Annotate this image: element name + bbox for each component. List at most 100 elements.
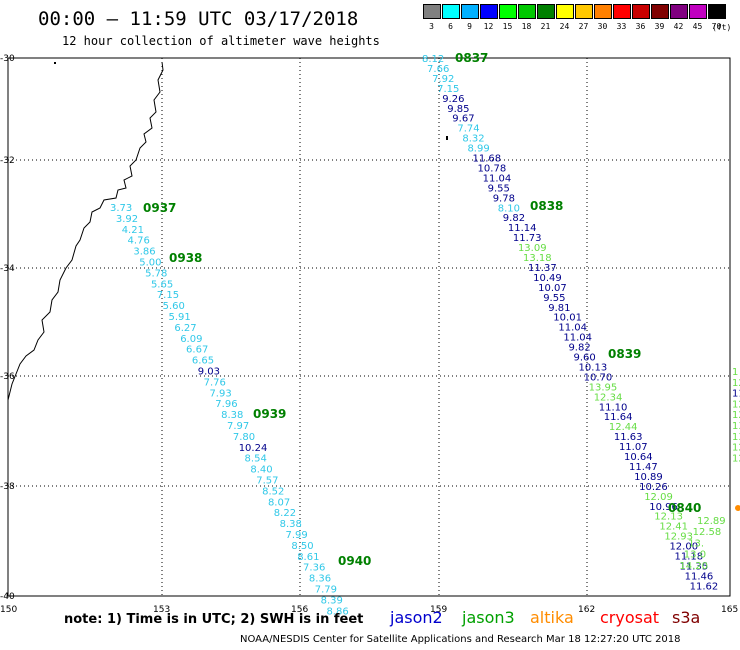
swh-value: 10.70 [584, 372, 613, 383]
legend-swatch [593, 4, 612, 19]
swh-value: 11.62 [690, 581, 719, 592]
legend-label: 70 [711, 22, 722, 31]
pass-time-label: 0840 [668, 501, 701, 515]
swh-value: 7.74 [457, 124, 479, 135]
legend-swatch [574, 4, 593, 19]
swh-value: 8.07 [268, 497, 290, 508]
swh-value: 10.13 [579, 362, 608, 373]
legend-item: 24 [555, 4, 574, 31]
swh-value: 12.17 [732, 453, 740, 464]
swh-value: 11.04 [563, 333, 592, 344]
swh-value: 11.64 [604, 412, 633, 423]
pass-time-label: 0837 [455, 51, 488, 65]
legend-swatch [669, 4, 688, 19]
swh-value: 12.09 [644, 492, 673, 503]
lon-tick-label: 156 [291, 605, 308, 615]
footer-note: note: 1) Time is in UTC; 2) SWH is in fe… [64, 612, 364, 627]
swh-value: 12. [732, 378, 740, 389]
pass-time-label: 0937 [143, 201, 176, 215]
legend-swatch [688, 4, 707, 19]
swh-value: 4.21 [122, 225, 144, 236]
lat-tick-label: -32 [0, 156, 15, 166]
legend-label: 21 [540, 22, 551, 31]
swh-value: 6.27 [174, 323, 196, 334]
swh-value: 11.35 [680, 561, 709, 572]
swh-value: 3.73 [110, 203, 132, 214]
swh-value: 5.60 [163, 301, 185, 312]
swh-value: 13.95 [589, 382, 618, 393]
lat-tick-label: -30 [0, 54, 15, 64]
legend-label: 9 [467, 22, 472, 31]
map-title: 00:00 – 11:59 UTC 03/17/2018 [38, 8, 359, 30]
legend-swatch [498, 4, 517, 19]
swh-value: 12.93 [664, 532, 693, 543]
swh-value: 9.78 [493, 193, 515, 204]
mission-s3a: s3a [672, 608, 701, 627]
swh-value: 11.63 [614, 432, 643, 443]
swh-value: 10.01 [553, 313, 582, 324]
swh-value: 14.20 [679, 561, 708, 572]
swh-value: 5.78 [145, 268, 167, 279]
mission-jason2: jason2 [390, 608, 443, 627]
swh-value: 11.07 [619, 442, 648, 453]
swh-value: 10.26 [639, 482, 668, 493]
swh-value: 8.54 [245, 454, 267, 465]
swh-value: 8.10 [498, 203, 520, 214]
swh-value: 7.57 [256, 476, 278, 487]
swh-value: 4.76 [128, 236, 150, 247]
legend-label: 24 [559, 22, 570, 31]
swh-value: 10.89 [634, 472, 663, 483]
swh-value: 9.81 [548, 303, 570, 314]
swh-value: 8.12 [422, 54, 444, 65]
pass-time-label: 0940 [338, 554, 371, 568]
swh-value: 8.61 [297, 552, 319, 563]
swh-value: 9.67 [452, 114, 474, 125]
swh-value: 11.73 [513, 233, 542, 244]
swh-value: 8.38 [280, 519, 302, 530]
legend-item: 33 [612, 4, 631, 31]
swh-value: 12.80 [732, 443, 740, 454]
swh-value: 12.34 [594, 392, 623, 403]
swh-value: 10.78 [478, 163, 507, 174]
legend-swatch [422, 4, 441, 19]
swh-value: 7.92 [432, 74, 454, 85]
swh-value: 7.15 [437, 84, 459, 95]
swh-value: 9.85 [447, 104, 469, 115]
legend-item: 12 [479, 4, 498, 31]
lon-tick-label: 153 [153, 605, 170, 615]
swh-value: 9.82 [568, 343, 590, 354]
legend-label: 42 [673, 22, 684, 31]
pass-time-label: 0838 [530, 199, 563, 213]
swh-value: 8.22 [274, 508, 296, 519]
swh-value: 12.13 [654, 512, 683, 523]
swh-value: 12.00 [669, 542, 698, 553]
legend-swatch [650, 4, 669, 19]
legend-item: 21 [536, 4, 555, 31]
swh-value: 12.58 [693, 527, 722, 538]
legend-label: 6 [448, 22, 453, 31]
legend-item: 6 [441, 4, 460, 31]
lon-tick-label: 150 [0, 605, 17, 615]
swh-value: 11.18 [675, 552, 704, 563]
lat-tick-label: -34 [0, 264, 15, 274]
legend-item: 42 [669, 4, 688, 31]
swh-value: 5.65 [151, 279, 173, 290]
coastline [7, 61, 164, 420]
swh-value: 13.18 [523, 253, 552, 264]
legend-swatch [517, 4, 536, 19]
mission-altika: altika [530, 608, 574, 627]
swh-value: 6.65 [192, 356, 214, 367]
map-frame [7, 57, 731, 597]
swh-value: 11.10 [599, 402, 628, 413]
swh-value: 10.24 [239, 443, 268, 454]
swh-value: 11.37 [528, 263, 557, 274]
swh-value: 6.67 [186, 345, 208, 356]
swh-value: 9.03 [198, 367, 220, 378]
legend-item: 15 [498, 4, 517, 31]
lat-tick-label: -38 [0, 482, 15, 492]
swh-value: 7.99 [286, 530, 308, 541]
swh-value: 8.99 [467, 144, 489, 155]
swh-value: 7.93 [209, 388, 231, 399]
legend-item: 9 [460, 4, 479, 31]
